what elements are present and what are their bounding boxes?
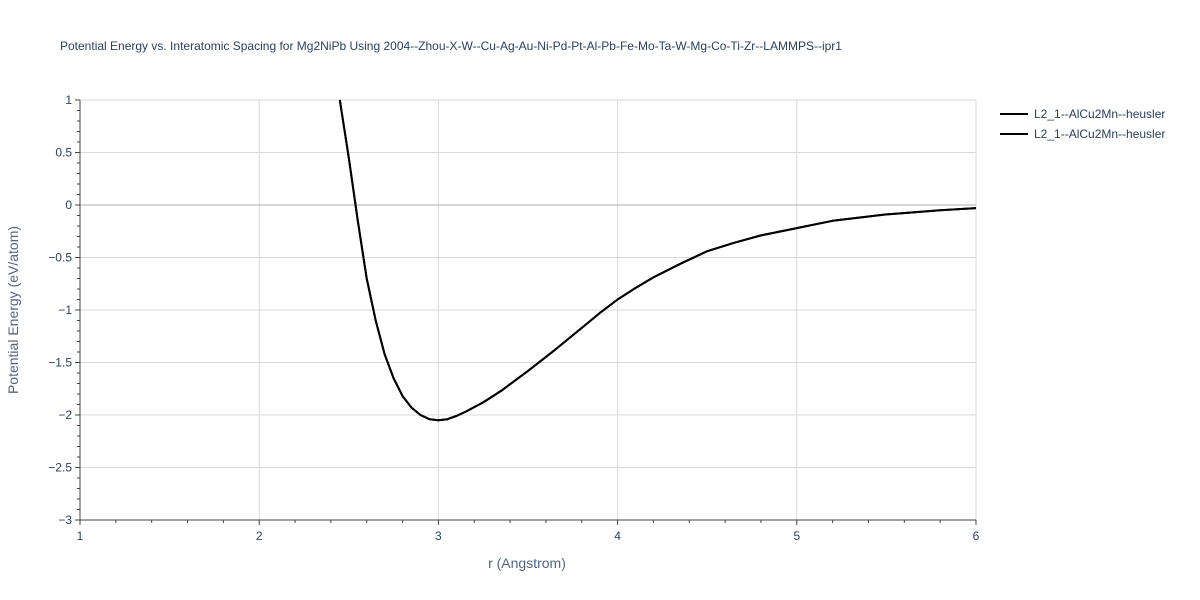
y-tick-label: −3 — [58, 513, 72, 527]
y-tick-label: −2.5 — [48, 461, 72, 475]
x-tick-label: 6 — [973, 529, 980, 543]
legend-label-1[interactable]: L2_1--AlCu2Mn--heusler — [1034, 107, 1165, 121]
x-tick-label: 4 — [614, 529, 621, 543]
y-tick-label: 0.5 — [55, 146, 72, 160]
legend-label-2[interactable]: L2_1--AlCu2Mn--heusler — [1034, 127, 1165, 141]
y-tick-label: −1.5 — [48, 356, 72, 370]
x-tick-label: 5 — [793, 529, 800, 543]
y-tick-label: 1 — [65, 93, 72, 107]
x-tick-label: 1 — [77, 529, 84, 543]
y-tick-label: −0.5 — [48, 251, 72, 265]
grid-lines — [80, 99, 977, 520]
y-tick-label: 0 — [65, 198, 72, 212]
x-tick-label: 2 — [256, 529, 263, 543]
series-line-1 — [338, 99, 977, 422]
axes: 1 2 3 4 5 6 1 0.5 0 −0.5 −1 −1.5 −2 −2.5 −3 — [48, 93, 979, 543]
y-axis-title: Potential Energy (eV/atom) — [5, 226, 21, 394]
series-lines — [338, 99, 977, 422]
y-tick-label: −2 — [58, 408, 72, 422]
y-tick-label: −1 — [58, 303, 72, 317]
legend[interactable]: L2_1--AlCu2Mn--heusler L2_1--AlCu2Mn--heu… — [1000, 107, 1165, 141]
x-tick-label: 3 — [435, 529, 442, 543]
x-axis-title: r (Angstrom) — [488, 555, 566, 571]
series-line-2 — [338, 99, 977, 422]
chart-title: Potential Energy vs. Interatomic Spacing… — [60, 39, 842, 53]
